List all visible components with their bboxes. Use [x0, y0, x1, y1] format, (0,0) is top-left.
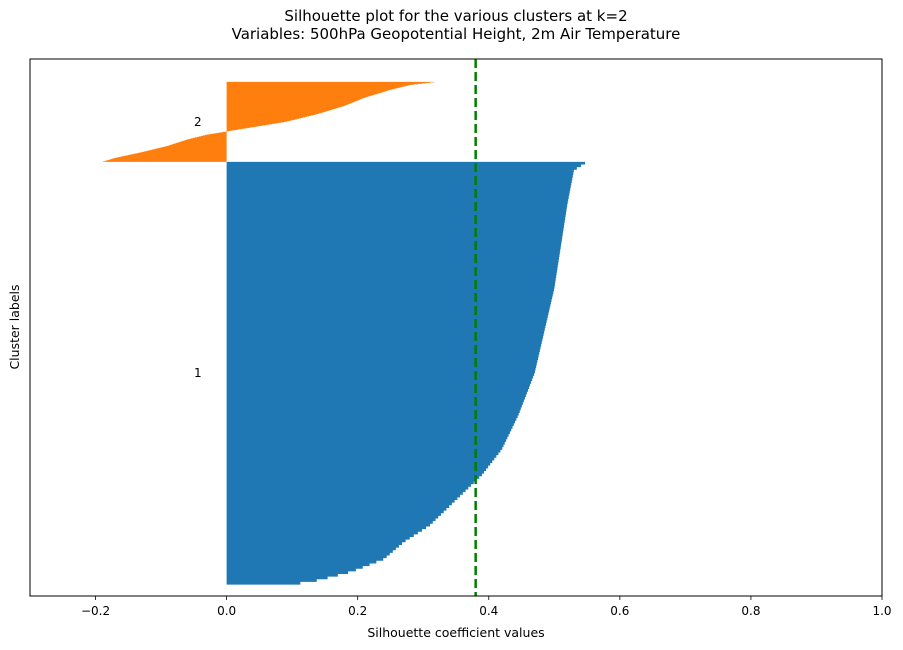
- x-tick-label: 1.0: [872, 604, 891, 618]
- x-tick-label: −0.2: [81, 604, 110, 618]
- x-tick-label: 0.8: [741, 604, 760, 618]
- cluster-label-1: 1: [194, 366, 202, 380]
- silhouette-bars: [102, 81, 586, 585]
- plot-frame: [29, 58, 883, 597]
- cluster-labels: 12: [194, 115, 202, 380]
- x-tick-label: 0.4: [479, 604, 498, 618]
- x-tick-label: 0.2: [348, 604, 367, 618]
- chart-title: Silhouette plot for the various clusters…: [284, 7, 627, 25]
- cluster-1-silhouette: [226, 161, 586, 585]
- y-axis-label: Cluster labels: [7, 284, 22, 369]
- cluster-label-2: 2: [194, 115, 202, 129]
- x-axis-label: Silhouette coefficient values: [367, 625, 544, 640]
- cluster-2-silhouette: [102, 81, 435, 162]
- x-tick-label: 0.0: [217, 604, 236, 618]
- x-axis-ticks: −0.2 0.0 0.2 0.4 0.6 0.8 1.0: [81, 596, 892, 618]
- chart-subtitle: Variables: 500hPa Geopotential Height, 2…: [232, 25, 681, 43]
- x-tick-label: 0.6: [610, 604, 629, 618]
